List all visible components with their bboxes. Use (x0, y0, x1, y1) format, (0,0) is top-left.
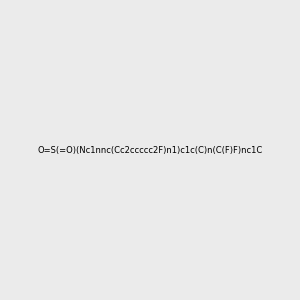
Text: O=S(=O)(Nc1nnc(Cc2ccccc2F)n1)c1c(C)n(C(F)F)nc1C: O=S(=O)(Nc1nnc(Cc2ccccc2F)n1)c1c(C)n(C(F… (38, 146, 262, 154)
